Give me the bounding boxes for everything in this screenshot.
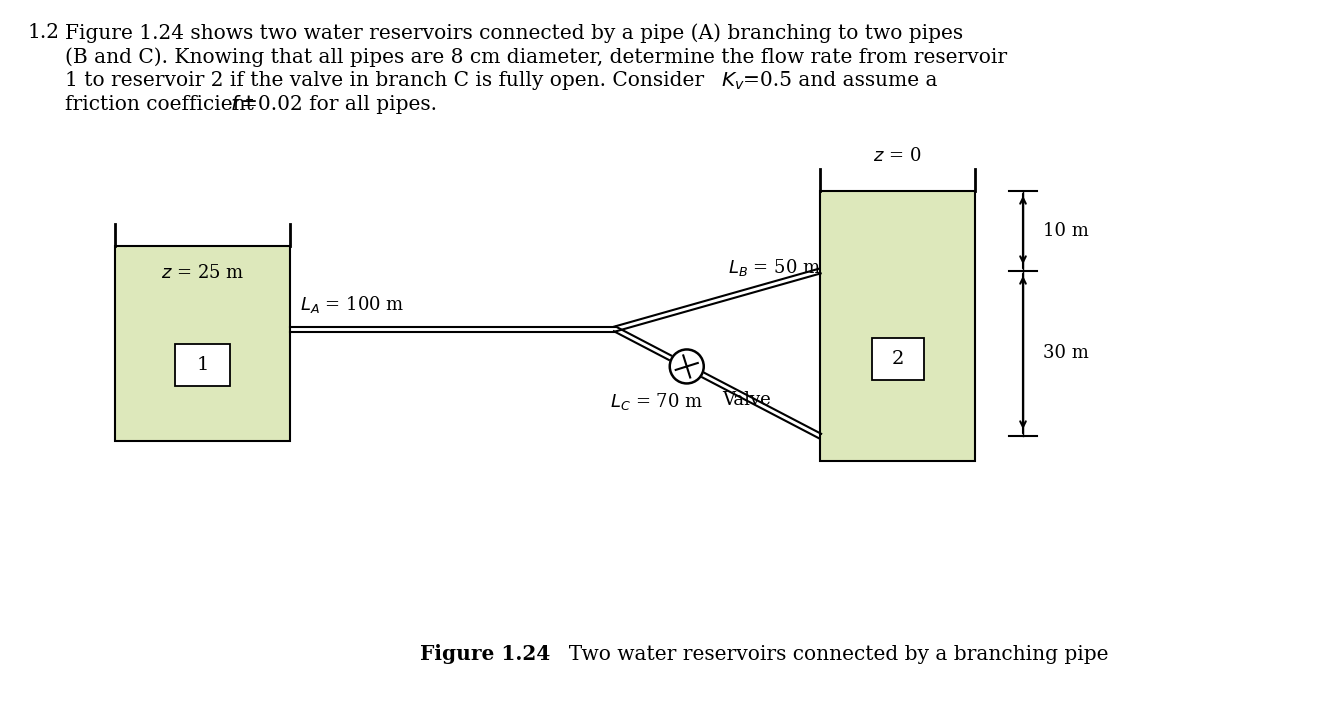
Bar (820, 191, 975, 461)
Text: =0.5 and assume a: =0.5 and assume a (743, 71, 937, 90)
Text: 10 m: 10 m (1043, 222, 1089, 240)
Circle shape (669, 348, 705, 385)
Text: 2: 2 (891, 350, 904, 368)
Text: friction coefficient: friction coefficient (65, 95, 260, 114)
Text: 1.2: 1.2 (28, 23, 59, 42)
Circle shape (669, 349, 704, 383)
Text: 1 to reservoir 2 if the valve in branch C is fully open. Consider: 1 to reservoir 2 if the valve in branch … (65, 71, 710, 90)
Text: Figure 1.24: Figure 1.24 (420, 644, 550, 664)
Bar (115, 246, 290, 441)
Bar (871, 338, 924, 380)
Text: $L_A$ = 100 m: $L_A$ = 100 m (300, 294, 404, 315)
Bar (176, 344, 230, 386)
Text: 30 m: 30 m (1043, 345, 1089, 362)
Text: Figure 1.24 shows two water reservoirs connected by a pipe (A) branching to two : Figure 1.24 shows two water reservoirs c… (65, 23, 964, 43)
Text: 1: 1 (197, 356, 209, 375)
Text: =0.02 for all pipes.: =0.02 for all pipes. (242, 95, 437, 114)
Text: (B and C). Knowing that all pipes are 8 cm diameter, determine the flow rate fro: (B and C). Knowing that all pipes are 8 … (65, 47, 1007, 67)
Text: $L_B$ = 50 m: $L_B$ = 50 m (727, 257, 821, 278)
Text: Valve: Valve (722, 391, 771, 409)
Text: $z$ = 0: $z$ = 0 (874, 147, 921, 165)
Text: $z$ = 25 m: $z$ = 25 m (161, 264, 244, 282)
Text: $f$: $f$ (230, 95, 242, 114)
Text: Two water reservoirs connected by a branching pipe: Two water reservoirs connected by a bran… (556, 645, 1109, 664)
Text: $L_C$ = 70 m: $L_C$ = 70 m (610, 391, 704, 412)
Text: $K_v$: $K_v$ (721, 71, 744, 92)
